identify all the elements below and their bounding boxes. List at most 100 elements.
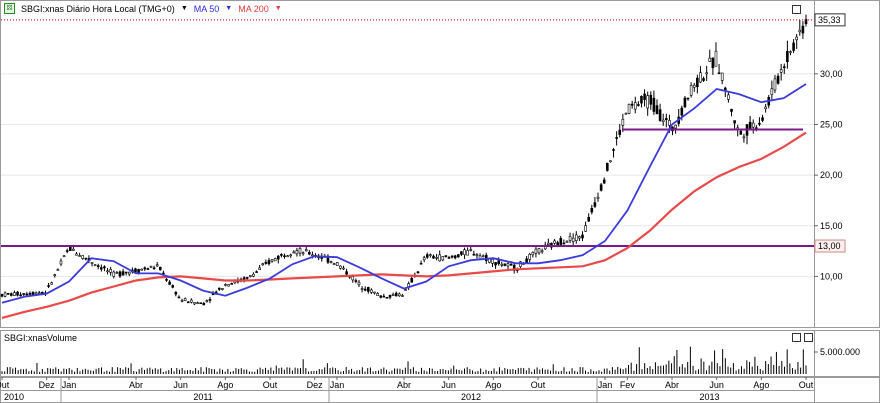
candle-body <box>435 256 438 259</box>
candle-body <box>696 77 699 87</box>
candle-body <box>596 196 600 199</box>
candle-body <box>292 251 296 254</box>
legend-ma50[interactable]: MA 50 <box>193 3 220 14</box>
ma50-line <box>1 83 807 304</box>
candle-body <box>776 75 780 84</box>
volume-panel-close-icon[interactable] <box>804 333 813 342</box>
candle-body <box>205 300 209 302</box>
price-axis: 30,00 25,00 20,00 15,00 10,00 13,00 35,33 <box>814 13 846 281</box>
candle-body <box>528 254 532 260</box>
candle-body <box>72 248 75 251</box>
candle-body <box>37 292 41 294</box>
candle-body <box>540 250 544 253</box>
month-label: Jan <box>62 380 77 390</box>
legend-ma200[interactable]: MA 200 <box>238 3 269 14</box>
candle-body <box>720 72 724 81</box>
candle-body <box>658 109 662 121</box>
candle-body <box>565 240 569 243</box>
candle-body <box>245 277 249 279</box>
ma50-dropdown-icon[interactable]: ▼ <box>225 5 233 12</box>
candle-body <box>351 276 355 281</box>
volume-panel-maximize-icon[interactable] <box>792 333 801 342</box>
candle-body <box>221 288 224 290</box>
candle-body <box>53 274 57 276</box>
candle-body <box>22 293 26 295</box>
candle-body <box>28 292 32 295</box>
candle-body <box>432 255 435 259</box>
candle-body <box>429 254 432 256</box>
candle-body <box>143 267 147 270</box>
candle-body <box>534 248 538 254</box>
price-panel-maximize-icon[interactable] <box>792 5 801 14</box>
candle-body <box>689 85 693 96</box>
candle-body <box>537 248 541 254</box>
year-label: 2011 <box>193 392 212 402</box>
candle-body <box>646 95 649 109</box>
candle-body <box>115 272 119 274</box>
candle-body <box>398 293 401 297</box>
candle-body <box>112 271 116 277</box>
candle-body <box>357 281 361 286</box>
candle-body <box>196 302 199 305</box>
candle-body <box>106 270 109 273</box>
candle-body <box>62 255 66 258</box>
candle-body <box>422 257 426 261</box>
ma200-dropdown-icon[interactable]: ▼ <box>274 5 282 12</box>
candle-body <box>376 293 379 296</box>
candle-body <box>394 292 398 297</box>
candle-body <box>705 72 708 75</box>
candle-body <box>764 106 767 110</box>
candle-body <box>593 202 597 207</box>
candle-body <box>444 255 448 257</box>
candle-body <box>165 279 168 281</box>
candle-body <box>78 255 81 257</box>
candle-body <box>463 249 466 256</box>
candle-body <box>602 179 606 184</box>
candle-body <box>708 57 712 62</box>
month-label: Ago <box>753 380 769 390</box>
candle-body <box>273 258 277 262</box>
candle-body <box>16 291 19 296</box>
candle-body <box>208 299 212 301</box>
candle-body <box>612 149 615 151</box>
candle-body <box>190 299 193 303</box>
candle-body <box>345 271 348 275</box>
symbol-dropdown-icon[interactable]: ▼ <box>180 5 188 12</box>
candle-body <box>193 302 196 305</box>
candle-body <box>798 29 802 33</box>
volume-panel-title: SBGI:xnasVolume <box>4 333 78 343</box>
candle-body <box>90 262 94 264</box>
chart-type-icon[interactable]: ⚄ <box>4 3 15 14</box>
candle-body <box>438 254 441 262</box>
candle-body <box>661 119 665 123</box>
candle-body <box>59 260 63 265</box>
candle-body <box>10 293 13 296</box>
candle-body <box>217 287 221 290</box>
candle-body <box>571 237 575 242</box>
candle-body <box>547 242 550 245</box>
year-label: 2013 <box>699 392 719 402</box>
candle-body <box>224 284 227 286</box>
last-price-label: 35,33 <box>818 15 841 25</box>
candle-body <box>0 294 4 297</box>
month-label: Ago <box>217 380 233 390</box>
candle-body <box>286 255 289 258</box>
candle-body <box>748 121 752 129</box>
candle-body <box>581 234 584 239</box>
candle-body <box>758 122 761 125</box>
month-label: Jan <box>598 380 613 390</box>
level-label: 13,00 <box>818 241 841 251</box>
candle-body <box>289 254 292 257</box>
candle-body <box>174 291 178 295</box>
candle-body <box>137 269 140 273</box>
candle-body <box>711 57 715 69</box>
candle-body <box>509 263 513 266</box>
candle-body <box>68 246 72 251</box>
chart-legend: ⚄ SBGI:xnas Diário Hora Local (TMG+0) ▼ … <box>4 3 282 14</box>
candle-body <box>649 94 653 105</box>
candle-body <box>733 120 736 124</box>
legend-symbol[interactable]: SBGI:xnas Diário Hora Local (TMG+0) <box>21 3 175 14</box>
month-label: Jun <box>709 380 724 390</box>
candle-body <box>643 93 646 100</box>
candle-body <box>363 288 367 291</box>
